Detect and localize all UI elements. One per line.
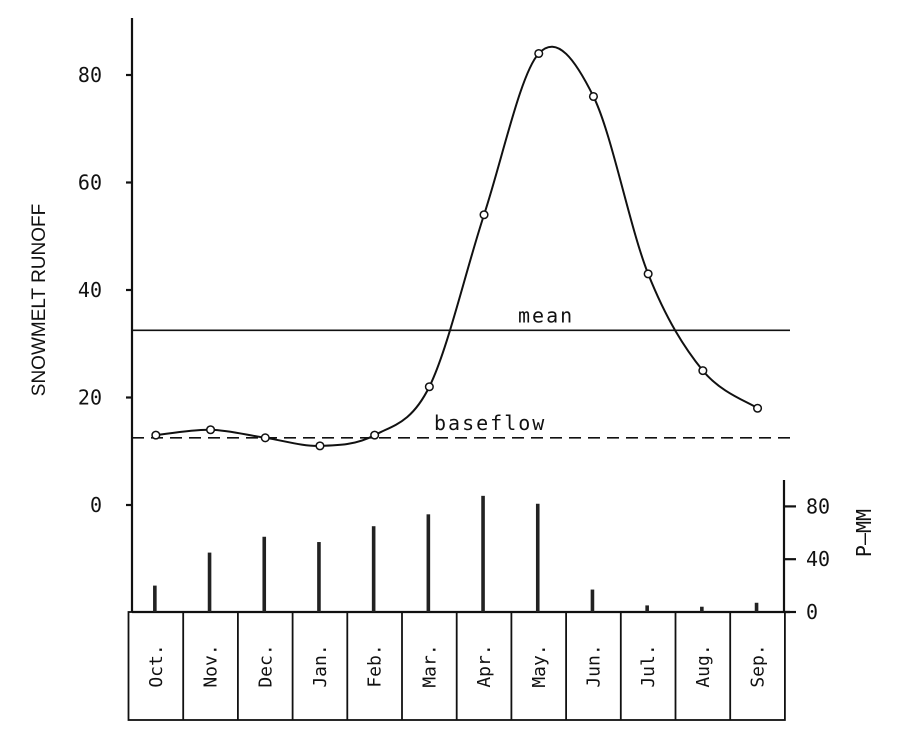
- x-tick-label: Jul.: [638, 644, 659, 687]
- precipitation-bar: [535, 503, 540, 612]
- precipitation-bar: [426, 514, 431, 612]
- precipitation-bar: [700, 606, 704, 612]
- precipitation-bar: [754, 602, 759, 612]
- runoff-point: [753, 403, 763, 413]
- precipitation-bar: [262, 536, 267, 612]
- precipitation-bar: [153, 585, 157, 612]
- runoff-point: [315, 441, 325, 451]
- y-tick-label: 40: [78, 278, 102, 302]
- y-tick-label: 60: [78, 171, 102, 195]
- runoff-point: [534, 48, 544, 59]
- y2-tick-label: 80: [806, 494, 830, 518]
- x-tick-label: Mar.: [419, 644, 440, 687]
- y2-axis-title: P–MM: [852, 509, 876, 557]
- y-tick-label: 0: [90, 493, 102, 517]
- runoff-point: [698, 366, 708, 376]
- y2-tick-label: 0: [806, 600, 818, 624]
- runoff-point: [370, 430, 380, 440]
- y-axis-title: SNOWMELT RUNOFF: [29, 204, 50, 396]
- y-tick-label: 20: [78, 386, 102, 410]
- runoff-point: [151, 430, 161, 440]
- precipitation-bars: [153, 495, 759, 612]
- x-tick-label: Jun.: [583, 644, 604, 687]
- x-tick-label: Nov.: [201, 644, 222, 687]
- x-tick-label: Feb.: [365, 644, 386, 687]
- y2-tick-label: 40: [806, 547, 830, 571]
- runoff-line: [155, 45, 759, 447]
- precipitation-bar: [481, 495, 485, 612]
- runoff-point: [424, 382, 434, 392]
- reference-lines: [132, 329, 790, 439]
- x-tick-label: Apr.: [474, 644, 495, 687]
- mean-label: mean: [518, 303, 574, 327]
- runoff-point: [260, 433, 270, 443]
- x-tick-label: Aug.: [693, 644, 714, 687]
- x-tick-label: Oct.: [146, 644, 167, 687]
- precipitation-bar: [371, 526, 376, 612]
- x-tick-label: May.: [529, 644, 550, 687]
- x-tick-label: Jan.: [310, 644, 331, 687]
- precipitation-bar: [317, 542, 321, 612]
- x-tick-label: Dec.: [255, 644, 276, 687]
- chart-labels: 0 20 40 60 80 0 40 80 SNOWMELT RUNOFF P–MM Oct. Nov…: [29, 63, 876, 688]
- y-tick-label: 80: [78, 63, 102, 87]
- runoff-series: [151, 45, 763, 451]
- runoff-point: [588, 91, 599, 102]
- precipitation-bar: [645, 605, 649, 612]
- axes: [126, 18, 796, 721]
- precipitation-bar: [590, 589, 595, 612]
- runoff-point: [206, 425, 216, 435]
- runoff-point: [479, 210, 489, 220]
- x-tick-label: Sep.: [748, 644, 769, 687]
- precipitation-bar: [207, 552, 212, 612]
- baseflow-label: baseflow: [434, 411, 546, 435]
- runoff-point: [643, 269, 653, 279]
